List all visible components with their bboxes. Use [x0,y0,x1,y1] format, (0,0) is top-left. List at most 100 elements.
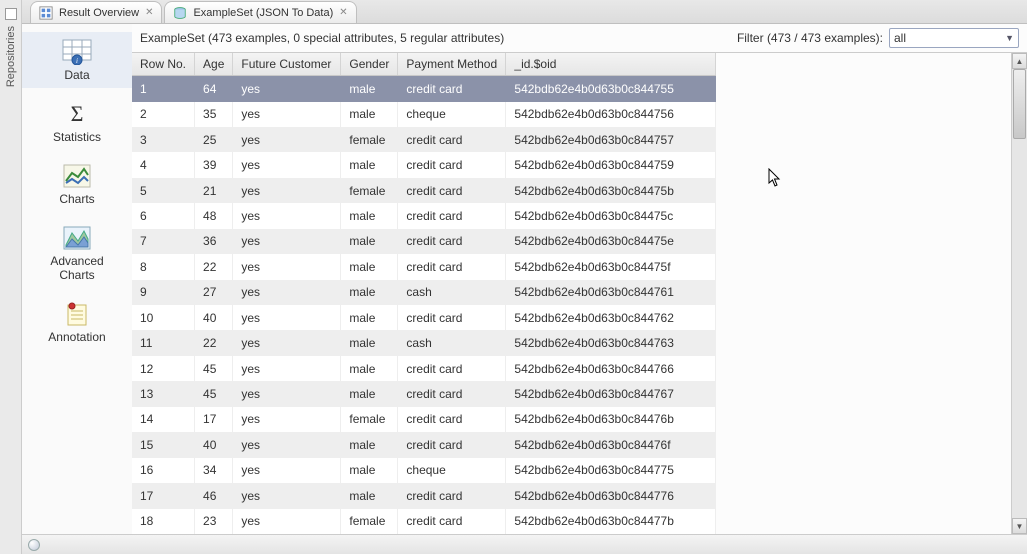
table-cell: 542bdb62e4b0d63b0c84475c [506,203,716,228]
table-cell: female [341,178,398,203]
view-label: Statistics [53,130,101,144]
charts-icon [60,162,94,190]
data-icon: i [60,38,94,66]
content-area: i Data Σ Statistics Charts [22,24,1027,534]
table-row[interactable]: 1245yesmalecredit card542bdb62e4b0d63b0c… [132,356,716,381]
table-cell: 542bdb62e4b0d63b0c84475e [506,229,716,254]
table-row[interactable]: 1040yesmalecredit card542bdb62e4b0d63b0c… [132,305,716,330]
table-cell: yes [233,356,341,381]
tab-exampleset[interactable]: ExampleSet (JSON To Data) ✕ [164,1,356,23]
table-cell: 36 [195,229,233,254]
table-cell: male [341,152,398,177]
table-cell: 39 [195,152,233,177]
table-row[interactable]: 927yesmalecash542bdb62e4b0d63b0c844761 [132,280,716,305]
column-header[interactable]: Payment Method [398,53,506,76]
table-cell: credit card [398,305,506,330]
view-label: Annotation [48,330,105,344]
scroll-down-button[interactable]: ▼ [1012,518,1027,534]
table-cell: male [341,305,398,330]
table-cell: male [341,203,398,228]
table-cell: yes [233,203,341,228]
table-cell: 15 [132,432,195,457]
table-cell: 2 [132,102,195,127]
table-cell: 542bdb62e4b0d63b0c844759 [506,152,716,177]
view-item-data[interactable]: i Data [22,32,132,88]
main-panel: Result Overview ✕ ExampleSet (JSON To Da… [22,0,1027,554]
db-icon [173,6,187,20]
exampleset-summary: ExampleSet (473 examples, 0 special attr… [140,31,504,45]
repositories-rail[interactable]: Repositories [0,0,22,554]
view-item-charts[interactable]: Charts [22,156,132,212]
table-row[interactable]: 1746yesmalecredit card542bdb62e4b0d63b0c… [132,483,716,508]
table-cell: 18 [132,509,195,534]
table-cell: credit card [398,509,506,534]
table-row[interactable]: 648yesmalecredit card542bdb62e4b0d63b0c8… [132,203,716,228]
table-cell: credit card [398,178,506,203]
tab-result-overview[interactable]: Result Overview ✕ [30,1,162,23]
close-icon[interactable]: ✕ [339,7,347,18]
filter-value: all [894,31,906,45]
table-cell: credit card [398,76,506,102]
close-icon[interactable]: ✕ [145,7,153,18]
table-cell: 542bdb62e4b0d63b0c84475b [506,178,716,203]
table-row[interactable]: 822yesmalecredit card542bdb62e4b0d63b0c8… [132,254,716,279]
filter-group: Filter (473 / 473 examples): all ▼ [737,28,1019,48]
scroll-up-button[interactable]: ▲ [1012,53,1027,69]
table-row[interactable]: 1417yesfemalecredit card542bdb62e4b0d63b… [132,407,716,432]
column-header[interactable]: Age [195,53,233,76]
table-cell: 5 [132,178,195,203]
table-cell: credit card [398,356,506,381]
statistics-icon: Σ [60,100,94,128]
table-cell: credit card [398,432,506,457]
table-cell: 45 [195,381,233,406]
table-cell: 542bdb62e4b0d63b0c84475f [506,254,716,279]
scroll-thumb[interactable] [1013,69,1026,139]
table-cell: credit card [398,407,506,432]
table-cell: yes [233,407,341,432]
table-cell: yes [233,254,341,279]
table-cell: 542bdb62e4b0d63b0c844756 [506,102,716,127]
table-row[interactable]: 164yesmalecredit card542bdb62e4b0d63b0c8… [132,76,716,102]
table-cell: credit card [398,381,506,406]
table-row[interactable]: 235yesmalecheque542bdb62e4b0d63b0c844756 [132,102,716,127]
table-cell: yes [233,76,341,102]
app-root: Repositories Result Overview ✕ ExampleSe… [0,0,1027,554]
table-row[interactable]: 1823yesfemalecredit card542bdb62e4b0d63b… [132,509,716,534]
table-cell: credit card [398,127,506,152]
filter-select[interactable]: all ▼ [889,28,1019,48]
column-header[interactable]: Future Customer [233,53,341,76]
table-cell: yes [233,280,341,305]
view-item-annotation[interactable]: Annotation [22,294,132,350]
vertical-scrollbar[interactable]: ▲ ▼ [1011,53,1027,534]
table-cell: 542bdb62e4b0d63b0c844761 [506,280,716,305]
table-row[interactable]: 325yesfemalecredit card542bdb62e4b0d63b0… [132,127,716,152]
table-cell: 542bdb62e4b0d63b0c844763 [506,330,716,355]
table-cell: 10 [132,305,195,330]
table-row[interactable]: 736yesmalecredit card542bdb62e4b0d63b0c8… [132,229,716,254]
table-cell: yes [233,152,341,177]
table-cell: 4 [132,152,195,177]
table-header-row: Row No.AgeFuture CustomerGenderPayment M… [132,53,716,76]
column-header[interactable]: Row No. [132,53,195,76]
filter-label: Filter (473 / 473 examples): [737,31,883,45]
view-item-advanced-charts[interactable]: Advanced Charts [22,218,132,288]
table-row[interactable]: 1540yesmalecredit card542bdb62e4b0d63b0c… [132,432,716,457]
column-header[interactable]: Gender [341,53,398,76]
table-row[interactable]: 1345yesmalecredit card542bdb62e4b0d63b0c… [132,381,716,406]
scroll-track[interactable] [1012,69,1027,518]
table-cell: 17 [132,483,195,508]
table-cell: yes [233,381,341,406]
table-cell: male [341,280,398,305]
table-row[interactable]: 439yesmalecredit card542bdb62e4b0d63b0c8… [132,152,716,177]
column-header[interactable]: _id.$oid [506,53,716,76]
table-row[interactable]: 1634yesmalecheque542bdb62e4b0d63b0c84477… [132,458,716,483]
table-body: 164yesmalecredit card542bdb62e4b0d63b0c8… [132,76,716,535]
view-nav: i Data Σ Statistics Charts [22,24,132,534]
table-cell: yes [233,229,341,254]
table-row[interactable]: 1122yesmalecash542bdb62e4b0d63b0c844763 [132,330,716,355]
view-item-statistics[interactable]: Σ Statistics [22,94,132,150]
table-cell: 6 [132,203,195,228]
table-row[interactable]: 521yesfemalecredit card542bdb62e4b0d63b0… [132,178,716,203]
view-label: Data [64,68,89,82]
table-cell: cash [398,280,506,305]
